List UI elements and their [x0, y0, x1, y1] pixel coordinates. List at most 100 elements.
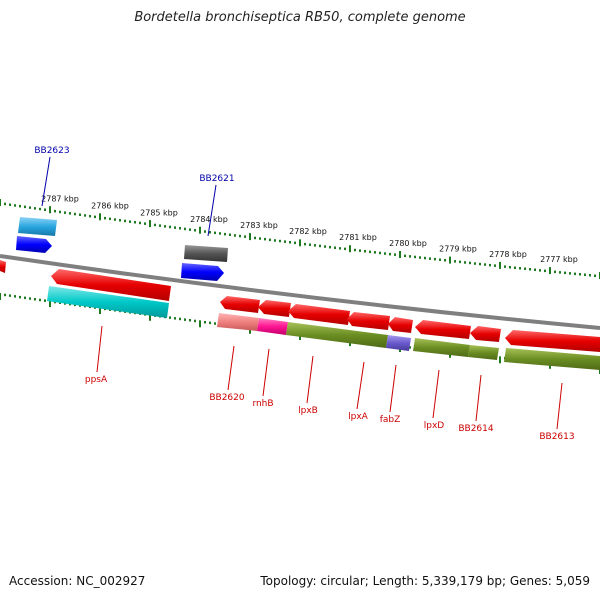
gene-labels: BB2623 BB2621 ppsA BB2620 rnhB lpxB lpxA… [34, 146, 574, 442]
gene-bb2620-block [217, 313, 259, 331]
scale-upper-dot [429, 257, 431, 260]
gene-bb2614-arrow [470, 326, 501, 342]
scale-upper-dot [419, 256, 421, 259]
gene-label-lpxb: lpxB [298, 406, 318, 416]
scale-label: 2785 kbp [140, 208, 178, 217]
gene-fabz-block [386, 335, 411, 351]
topology-text: Topology: circular; Length: 5,339,179 bp… [260, 574, 590, 588]
scale-upper-dot [64, 211, 66, 214]
scale-upper-dot [154, 223, 156, 227]
scale-label: 2782 kbp [289, 227, 327, 236]
scale-upper-dot [539, 269, 541, 272]
leader-lpxb [306, 355, 314, 404]
scale-lower-dot [204, 321, 206, 324]
scale-upper-dot [409, 255, 411, 258]
scale-upper-dot [264, 237, 266, 241]
leader-bb2620 [227, 345, 235, 391]
scale-upper-dot [244, 235, 246, 238]
scale-label: 2778 kbp [489, 250, 527, 259]
scale-upper-dot [359, 249, 361, 252]
scale-upper-dot [469, 261, 471, 265]
scale-label: 2784 kbp [190, 215, 228, 224]
scale-lower-dot [409, 346, 411, 349]
leader-bb2613 [556, 382, 563, 430]
scale-upper-dot [489, 263, 491, 267]
scale-upper-dot [379, 251, 381, 255]
scale-upper-dot [34, 207, 36, 210]
scale-upper-dot [184, 227, 186, 231]
scale-upper-dot [564, 271, 566, 275]
scale-upper-dot [289, 241, 291, 244]
scale-upper-dot [309, 243, 311, 246]
scale-upper-dot [214, 231, 216, 235]
scale-upper-dot [519, 267, 521, 270]
scale-upper-dot [589, 274, 591, 277]
scale-upper-dot [109, 217, 111, 221]
scale-upper-dot [89, 214, 91, 218]
scale-upper-dot [224, 232, 226, 236]
scale-upper-dot [454, 260, 456, 263]
scale-upper-dot [304, 242, 306, 246]
scale-upper-dot [579, 273, 581, 276]
leader-bb2614 [475, 374, 482, 422]
scale-upper-dot [4, 202, 6, 206]
scale-lower-dot [194, 319, 196, 323]
scale-upper-dot [164, 225, 166, 228]
scale-upper-dot [389, 252, 391, 256]
gene-fabz-arrow [388, 317, 413, 333]
scale-upper-dot [284, 240, 286, 243]
scale-upper-dot [574, 272, 576, 276]
scale-upper-dot [414, 255, 416, 259]
scale-upper-dot [44, 208, 46, 211]
scale-upper-dot [514, 266, 516, 269]
gene-leader-lines [41, 156, 563, 430]
gene-label-bb2623: BB2623 [34, 146, 69, 156]
gene-rnhb-block [257, 318, 288, 335]
gene-bb2623-box [18, 217, 57, 236]
scale-upper-dot [354, 248, 356, 252]
scale-upper-dot [14, 204, 16, 207]
scale-lower-dot [14, 295, 16, 298]
gene-arrow-left-edge [0, 260, 6, 273]
scale-label: 2786 kbp [91, 202, 129, 211]
scale-upper-dot [29, 206, 31, 209]
scale-lower-dot [189, 319, 191, 322]
scale-upper-dot [54, 209, 56, 213]
gene-label-fabz: fabZ [380, 415, 401, 425]
scale-lower-dot [184, 318, 186, 321]
scale-label: 2781 kbp [339, 233, 377, 242]
scale-upper-dot [254, 236, 256, 240]
scale-upper-dot [239, 234, 241, 238]
scale-upper-dot [194, 229, 196, 232]
scale-label: 2779 kbp [439, 244, 477, 253]
scale-upper-dot [189, 228, 191, 231]
scale-upper-dot [119, 219, 121, 222]
scale-upper-dot [124, 219, 126, 223]
accession-text: Accession: NC_002927 [9, 574, 146, 588]
scale-upper-dot [434, 257, 436, 261]
scale-upper-dot [24, 205, 26, 209]
scale-lower-dot [44, 299, 46, 302]
scale-upper-dot [329, 245, 331, 249]
scale-upper-dot [179, 227, 181, 230]
scale-upper-dot [74, 212, 76, 216]
scale-lower-dot [179, 317, 181, 321]
scale-upper-dot [114, 218, 116, 221]
scale-upper-dot [444, 259, 446, 262]
leader-bb2623 [41, 156, 51, 207]
map-title: Bordetella bronchiseptica RB50, complete… [134, 10, 466, 25]
scale-upper-dot [584, 273, 586, 276]
scale-upper-dot [59, 210, 61, 214]
scale-upper-dot [229, 233, 231, 236]
scale-upper-dot [339, 247, 341, 250]
scale-upper-dot [559, 271, 561, 274]
scale-upper-dot [209, 231, 211, 234]
gene-bb2614-block [468, 345, 499, 360]
scale-upper-dot [534, 268, 536, 271]
gene-lpxa-arrow [347, 312, 390, 330]
gene-lpxd-block [413, 338, 470, 357]
gene-label-lpxa: lpxA [348, 412, 369, 422]
scale-upper-dot [234, 234, 236, 237]
scale-upper-dot [174, 226, 176, 229]
leader-bb2621 [207, 184, 217, 237]
